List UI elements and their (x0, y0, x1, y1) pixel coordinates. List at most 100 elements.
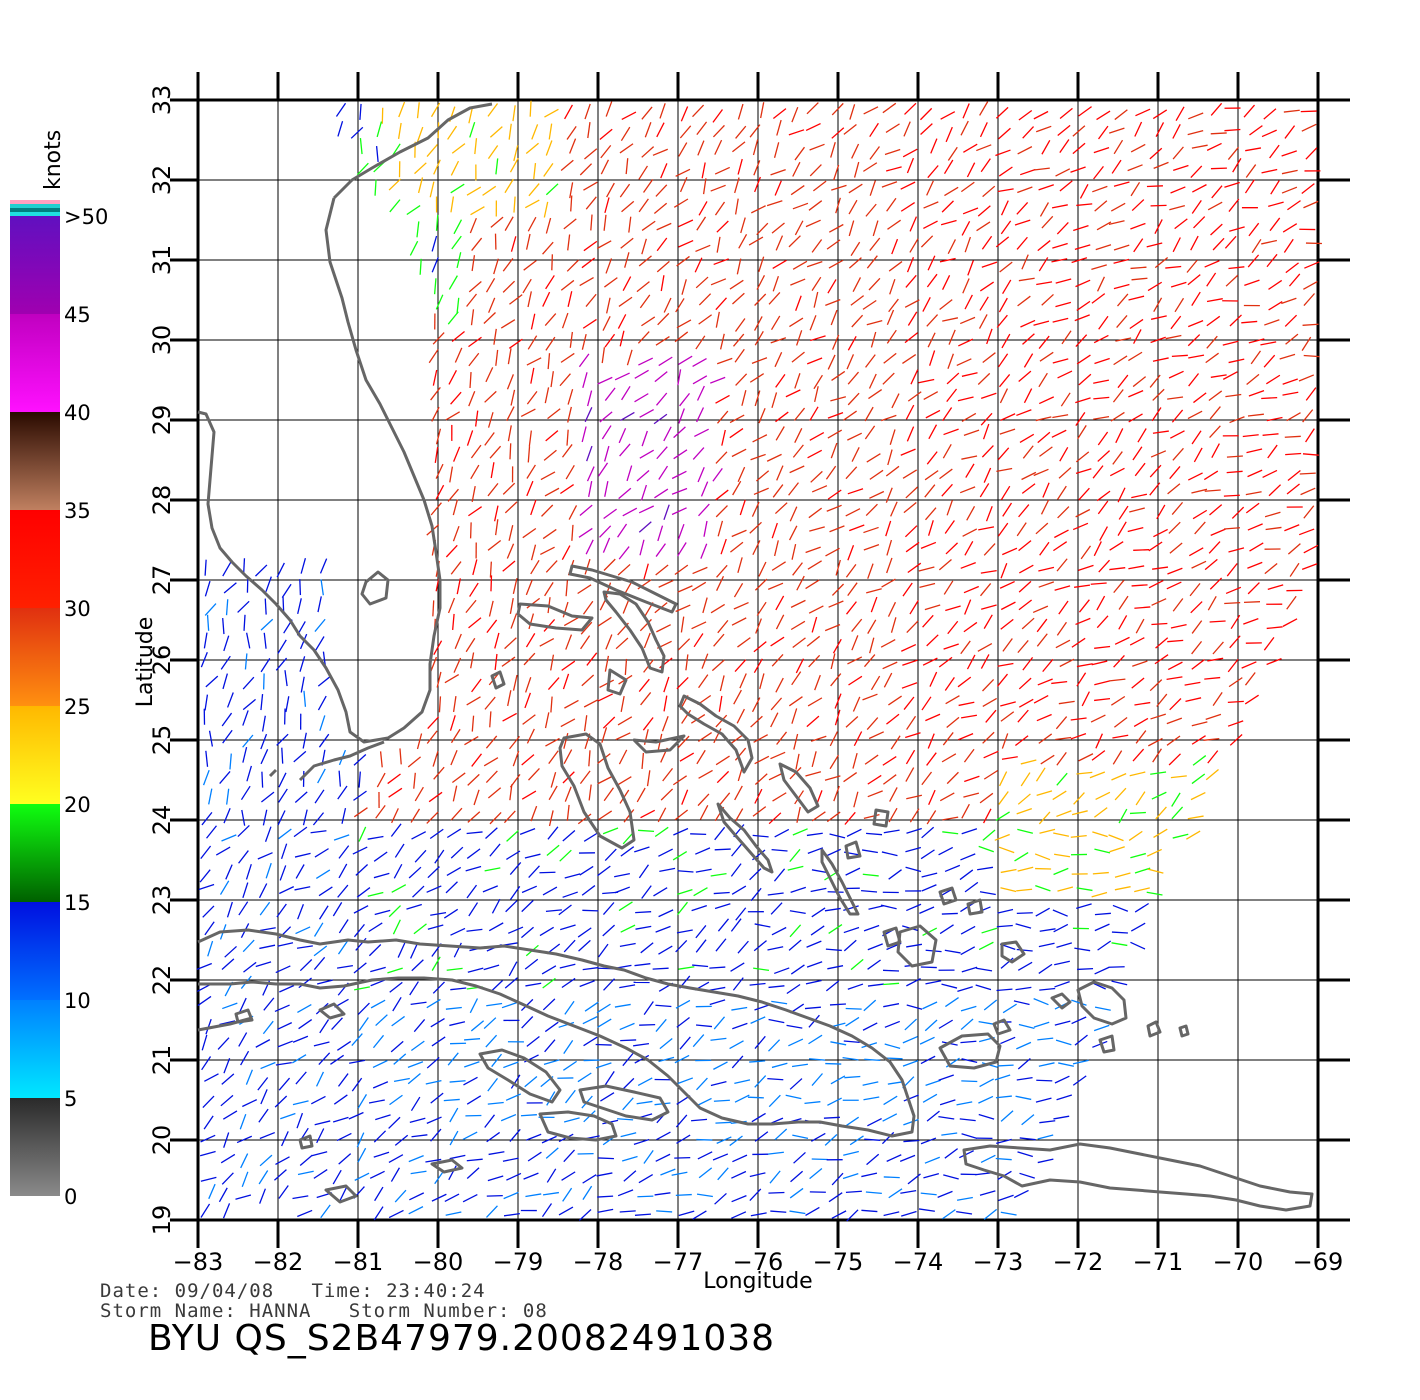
wind-vector (1017, 866, 1034, 872)
wind-vector (521, 885, 538, 894)
wind-vector (434, 446, 439, 463)
wind-vector (1226, 563, 1238, 577)
wind-vector (617, 776, 632, 786)
wind-vector (997, 447, 1010, 461)
wind-vector (1018, 277, 1035, 282)
wind-vector (317, 768, 326, 784)
wind-vector (827, 429, 843, 439)
wind-vector (368, 944, 382, 957)
wind-vector (767, 1151, 784, 1155)
wind-vector (558, 1206, 574, 1216)
wind-vector (1053, 1115, 1070, 1120)
wind-vector (578, 1209, 592, 1221)
colorbar-band (10, 1000, 60, 1098)
wind-vector (222, 618, 225, 635)
wind-vector (835, 559, 841, 576)
wind-vector (1000, 618, 1014, 630)
wind-vector (569, 182, 574, 199)
wind-vector (281, 1131, 289, 1147)
wind-vector (906, 903, 922, 912)
wind-vector (805, 1206, 820, 1216)
wind-vector (1208, 390, 1223, 402)
wind-vector (1242, 434, 1259, 438)
wind-vector (530, 559, 540, 575)
wind-vector (768, 1094, 781, 1108)
wind-vector (1128, 413, 1143, 423)
wind-vector (200, 1176, 217, 1182)
wind-vector (638, 357, 654, 366)
wind-vector (1023, 388, 1033, 404)
wind-vector (1041, 215, 1054, 229)
wind-vector (676, 1134, 691, 1144)
wind-vector (709, 966, 726, 969)
wind-vector (1251, 238, 1262, 254)
y-axis-title: Latitude (133, 617, 158, 708)
wind-vector (548, 810, 554, 827)
wind-vector (641, 752, 645, 769)
wind-vector (983, 769, 999, 780)
wind-vector (297, 1170, 314, 1176)
wind-vector (1284, 435, 1301, 438)
wind-vector (1017, 186, 1033, 194)
wind-vector (720, 538, 727, 555)
wind-vector (1051, 680, 1068, 685)
wind-vector (1246, 448, 1263, 454)
wind-vector (408, 1154, 424, 1163)
wind-vector (1152, 109, 1168, 120)
wind-vector (1078, 487, 1090, 501)
wind-vector (677, 585, 693, 593)
wind-vector (1094, 697, 1111, 702)
wind-vector (1188, 112, 1204, 120)
wind-vector (1207, 595, 1217, 611)
wind-vector (1301, 123, 1317, 132)
colorbar-band (10, 804, 60, 902)
wind-vector (867, 774, 882, 785)
wind-vector (291, 1054, 307, 1064)
colorbar-tick-label: 20 (64, 793, 91, 817)
wind-vector (901, 643, 917, 652)
wind-vector (201, 811, 213, 826)
wind-vector (998, 127, 1011, 140)
wind-vector (677, 542, 687, 557)
wind-vector (1000, 485, 1011, 501)
wind-vector (983, 614, 993, 629)
wind-vector (828, 600, 844, 608)
wind-vector (639, 618, 652, 632)
wind-vector (775, 595, 785, 611)
wind-vector (1190, 165, 1203, 179)
colorbar-tick-label: 35 (64, 499, 91, 523)
wind-vector (1000, 957, 1014, 969)
wind-vector (413, 923, 427, 935)
wind-vector (618, 749, 628, 765)
wind-vector (485, 1034, 498, 1048)
wind-vector (485, 1205, 498, 1218)
wind-vector (900, 181, 916, 190)
wind-vector (582, 1185, 593, 1200)
wind-vector (1000, 413, 1016, 421)
wind-vector (1038, 811, 1051, 825)
wind-vector (351, 1077, 363, 1092)
wind-vector (791, 671, 802, 686)
wind-vector (796, 575, 805, 591)
wind-vector (1172, 833, 1189, 839)
wind-vector (791, 106, 799, 123)
wind-vector (443, 908, 459, 919)
wind-vector (696, 407, 705, 423)
wind-vector (811, 1073, 823, 1087)
wind-vector (510, 1074, 521, 1089)
wind-vector (1227, 700, 1244, 704)
wind-vector (657, 312, 670, 326)
wind-vector (714, 826, 726, 841)
wind-vector (964, 881, 979, 893)
wind-vector (750, 1016, 766, 1024)
wind-vector (1076, 903, 1092, 909)
wind-vector (1262, 469, 1278, 478)
wind-vector (1061, 330, 1072, 345)
wind-vector (431, 1193, 447, 1202)
wind-vector (1227, 720, 1244, 727)
wind-vector (198, 883, 215, 891)
wind-vector (1189, 582, 1201, 597)
wind-vector (521, 790, 537, 800)
wind-vector (1150, 713, 1166, 720)
wind-vector (525, 633, 536, 648)
